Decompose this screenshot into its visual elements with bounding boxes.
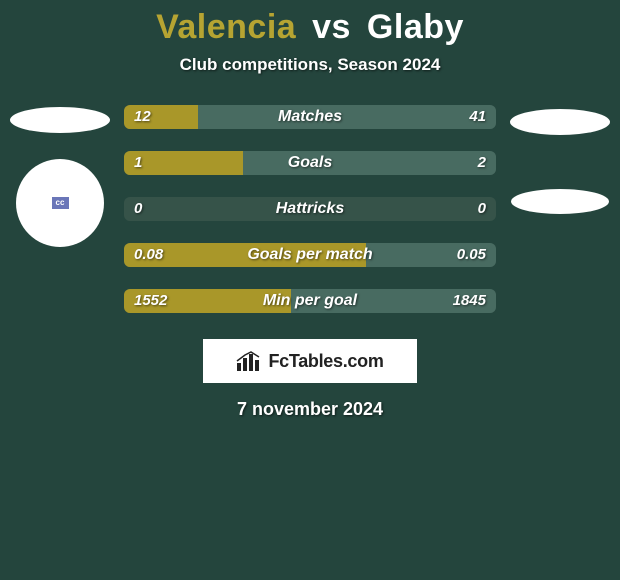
stat-value-right: 2 (478, 151, 486, 175)
stat-label: Hattricks (124, 197, 496, 221)
stat-label: Matches (124, 105, 496, 129)
vs-label: vs (312, 8, 351, 46)
stat-row: 12Matches41 (124, 105, 496, 129)
stat-label: Min per goal (124, 289, 496, 313)
stat-label: Goals (124, 151, 496, 175)
brand-box: FcTables.com (203, 339, 417, 383)
placeholder-ellipse (510, 109, 610, 135)
date-label: 7 november 2024 (237, 399, 383, 420)
stat-bars: 12Matches41 1Goals2 0Hattricks0 0.08Goals p… (120, 105, 500, 313)
bars-chart-icon (236, 351, 262, 371)
comparison-card: Valencia vs Glaby Club competitions, Sea… (0, 0, 620, 420)
stat-row: 0Hattricks0 (124, 197, 496, 221)
main-layout: cc 12Matches41 1Goals2 0Hattricks0 0.08Goal… (0, 105, 620, 313)
stat-row: 0.08Goals per match0.05 (124, 243, 496, 267)
stat-row: 1Goals2 (124, 151, 496, 175)
team1-badge: cc (16, 159, 104, 247)
brand-text: FcTables.com (268, 351, 383, 372)
team2-name: Glaby (367, 8, 464, 46)
footer: FcTables.com 7 november 2024 (0, 339, 620, 420)
stat-value-right: 0 (478, 197, 486, 221)
subtitle: Club competitions, Season 2024 (0, 55, 620, 75)
placeholder-ellipse (10, 107, 110, 133)
page-title: Valencia vs Glaby (0, 8, 620, 47)
stat-value-right: 41 (469, 105, 486, 129)
stat-value-right: 1845 (453, 289, 486, 313)
stat-value-right: 0.05 (457, 243, 486, 267)
right-side (500, 105, 620, 214)
placeholder-ellipse (511, 189, 609, 214)
stat-row: 1552Min per goal1845 (124, 289, 496, 313)
caption-icon: cc (50, 195, 71, 211)
left-side: cc (0, 105, 120, 247)
team1-name: Valencia (156, 8, 296, 46)
stat-label: Goals per match (124, 243, 496, 267)
